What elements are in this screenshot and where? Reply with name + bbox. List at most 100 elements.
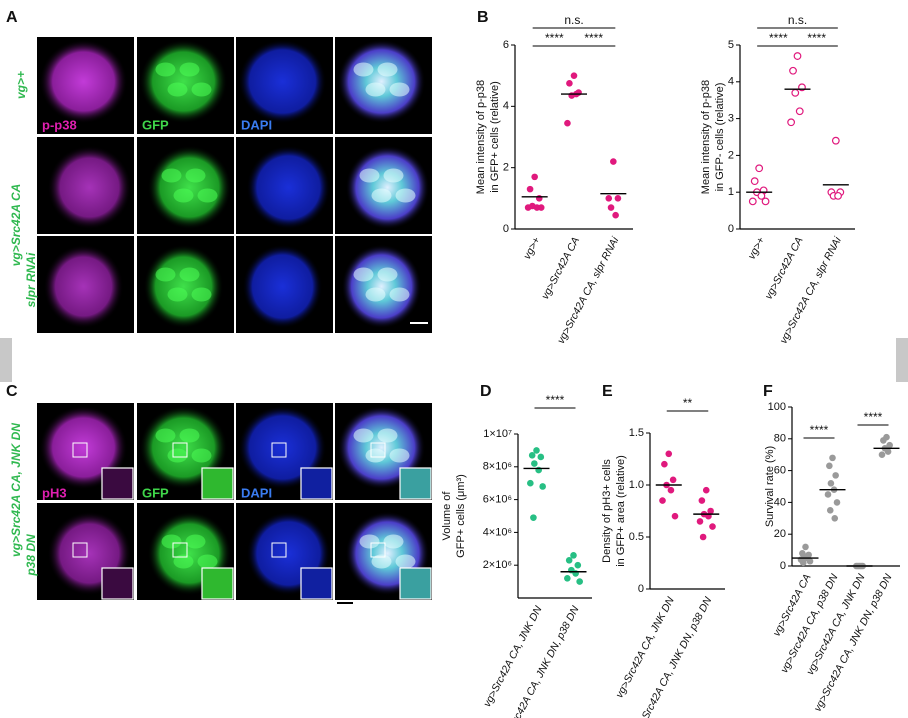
tissue-patch <box>173 554 194 569</box>
data-point <box>834 191 842 200</box>
y-axis-label: Mean intensity of p-p38 <box>700 80 712 194</box>
inset <box>201 467 234 500</box>
y-tick-label: 100 <box>768 401 786 413</box>
y-tick-label: 0.5 <box>629 531 644 543</box>
y-tick-label: 6 <box>503 39 509 51</box>
y-axis-label: in GFP- cells (relative) <box>714 83 726 192</box>
data-point <box>530 514 537 521</box>
tissue-patch <box>167 448 188 463</box>
y-axis-label: GFP+ cells (μm³) <box>455 474 467 558</box>
data-point <box>671 512 679 520</box>
data-point <box>831 136 840 145</box>
tissue-patch <box>185 534 206 549</box>
tissue-patch <box>383 168 404 183</box>
data-point <box>698 497 706 504</box>
y-tick-label: 2×10⁶ <box>483 559 512 571</box>
significance-label: **** <box>769 31 788 45</box>
tissue-patch <box>389 287 410 302</box>
significance-label: **** <box>807 31 826 45</box>
tissue-patch <box>359 534 380 549</box>
inset <box>300 567 333 600</box>
tissue-patch <box>395 188 416 203</box>
significance-label: n.s. <box>788 13 807 27</box>
channel-label: GFP <box>142 117 169 132</box>
y-axis-label: in GFP+ cells (relative) <box>489 81 501 193</box>
y-tick-label: 20 <box>774 528 786 540</box>
tissue-patch <box>377 62 398 77</box>
tissue-patch <box>389 82 410 97</box>
data-point <box>878 451 886 459</box>
significance-label: **** <box>864 410 883 424</box>
y-tick-label: 80 <box>774 433 786 445</box>
panel-label: B <box>477 9 489 26</box>
data-point <box>880 437 887 444</box>
tissue-patch <box>161 534 182 549</box>
row-label: vg>Src42A CA, JNK DN <box>9 423 23 557</box>
y-tick-label: 0 <box>728 223 734 235</box>
inset <box>101 467 134 500</box>
roi-box <box>72 442 88 458</box>
roi-box <box>72 542 88 558</box>
data-point <box>537 453 545 461</box>
data-point <box>614 195 622 202</box>
y-tick-label: 4 <box>503 100 509 112</box>
panel-label: D <box>480 383 492 400</box>
tissue-patch <box>365 287 386 302</box>
significance-label: ** <box>683 396 693 410</box>
y-axis-label: Density of pH3+ cells <box>601 459 613 563</box>
data-point <box>665 450 673 458</box>
y-axis-label: Volume of <box>441 491 453 541</box>
data-point <box>605 195 613 202</box>
channel-label: p-p38 <box>42 117 77 132</box>
data-point <box>833 499 841 506</box>
y-tick-label: 2 <box>503 162 509 174</box>
micrographs <box>37 37 432 604</box>
tissue-patch <box>155 62 176 77</box>
tissue-patch <box>191 287 212 302</box>
data-point <box>832 472 839 479</box>
data-point <box>827 480 835 487</box>
data-point <box>539 483 546 490</box>
y-tick-label: 0 <box>638 583 644 595</box>
tissue-patch <box>179 267 200 282</box>
data-point <box>610 158 617 165</box>
data-point <box>607 204 615 211</box>
edge-marker <box>0 338 12 382</box>
panel-label: E <box>602 383 613 400</box>
data-point <box>824 491 832 498</box>
data-point <box>806 557 814 565</box>
y-tick-label: 4 <box>728 76 734 88</box>
data-point <box>802 543 809 551</box>
data-point <box>661 460 668 468</box>
inset <box>300 467 333 500</box>
row-label: p38 DN <box>24 534 38 577</box>
significance-label: **** <box>810 423 829 437</box>
y-tick-label: 60 <box>774 465 786 477</box>
data-point <box>570 552 577 559</box>
inset <box>101 567 134 600</box>
data-point <box>793 52 802 60</box>
data-point <box>564 119 571 127</box>
tissue-patch <box>179 62 200 77</box>
roi-box <box>172 442 188 458</box>
data-point <box>565 556 573 564</box>
tissue <box>246 145 331 230</box>
tissue <box>341 244 422 329</box>
data-point <box>533 447 540 454</box>
row-label: slpr RNAi <box>24 252 38 307</box>
edge-marker <box>896 338 908 382</box>
data-point <box>564 575 571 582</box>
tissue-patch <box>197 554 218 569</box>
y-axis-label: Mean intensity of p-p38 <box>475 80 487 194</box>
data-point <box>791 88 800 97</box>
panel-label: A <box>6 9 18 26</box>
y-tick-label: 4×10⁶ <box>483 526 512 538</box>
data-point <box>526 185 534 193</box>
data-point <box>699 533 707 541</box>
data-point <box>789 66 797 75</box>
data-point <box>612 211 619 219</box>
panel-label: C <box>6 383 18 400</box>
tissue-patch <box>353 428 374 443</box>
row-label: vg>+ <box>14 71 28 99</box>
